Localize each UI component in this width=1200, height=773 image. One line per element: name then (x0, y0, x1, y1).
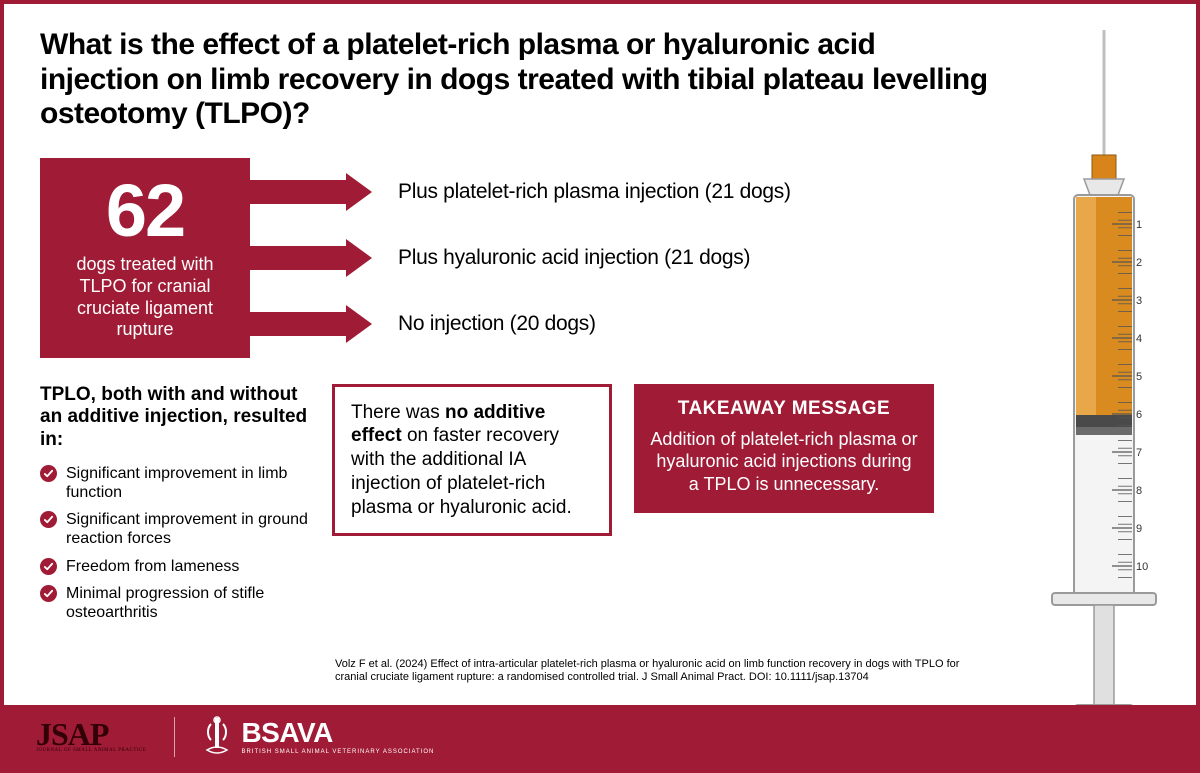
finding-box: There was no additive effect on faster r… (332, 384, 612, 537)
results-list: Significant improvement in limb function… (40, 464, 310, 622)
svg-text:4: 4 (1136, 333, 1142, 345)
bsava-text: BSAVA (241, 719, 434, 747)
results-column: TPLO, both with and without an additive … (40, 384, 310, 631)
study-design-row: 62 dogs treated with TLPO for cranial cr… (40, 158, 1000, 358)
lower-row: TPLO, both with and without an additive … (40, 384, 1000, 631)
content-area: What is the effect of a platelet-rich pl… (40, 28, 1000, 630)
list-item: Significant improvement in ground reacti… (40, 510, 310, 548)
svg-text:10: 10 (1136, 561, 1148, 573)
arm-row: Plus hyaluronic acid injection (21 dogs) (250, 230, 791, 286)
svg-text:1: 1 (1136, 219, 1142, 231)
takeaway-box: TAKEAWAY MESSAGE Addition of platelet-ri… (634, 384, 934, 514)
study-arms: Plus platelet-rich plasma injection (21 … (250, 158, 791, 358)
svg-text:6: 6 (1136, 409, 1142, 421)
list-item-text: Freedom from lameness (66, 558, 239, 575)
check-icon (40, 511, 57, 528)
svg-text:3: 3 (1136, 295, 1142, 307)
list-item-text: Minimal progression of stifle osteoarthr… (66, 585, 264, 621)
list-item-text: Significant improvement in limb function (66, 465, 287, 501)
arm-row: No injection (20 dogs) (250, 296, 791, 352)
arrow-icon (250, 239, 380, 277)
jsap-subtitle: JOURNAL OF SMALL ANIMAL PRACTICE (36, 749, 146, 754)
syringe-icon: 1 2 3 4 5 6 7 8 9 10 (1034, 30, 1174, 730)
svg-text:5: 5 (1136, 371, 1142, 383)
arm-row: Plus platelet-rich plasma injection (21 … (250, 164, 791, 220)
arm-label: Plus hyaluronic acid injection (21 dogs) (398, 246, 750, 270)
arm-label: No injection (20 dogs) (398, 312, 596, 336)
results-heading: TPLO, both with and without an additive … (40, 384, 310, 452)
arrow-icon (250, 305, 380, 343)
sample-size-box: 62 dogs treated with TLPO for cranial cr… (40, 158, 250, 358)
sample-caption: dogs treated with TLPO for cranial cruci… (56, 254, 234, 340)
citation: Volz F et al. (2024) Effect of intra-art… (335, 658, 975, 686)
footer-bar: JSAP JOURNAL OF SMALL ANIMAL PRACTICE BS… (4, 705, 1196, 769)
bsava-subtitle: BRITISH SMALL ANIMAL VETERINARY ASSOCIAT… (241, 749, 434, 755)
takeaway-title: TAKEAWAY MESSAGE (650, 398, 918, 420)
arm-label: Plus platelet-rich plasma injection (21 … (398, 180, 791, 204)
divider (174, 717, 175, 757)
check-icon (40, 465, 57, 482)
list-item: Freedom from lameness (40, 557, 310, 576)
list-item-text: Significant improvement in ground reacti… (66, 511, 308, 547)
bsava-logo: BSAVA BRITISH SMALL ANIMAL VETERINARY AS… (203, 714, 434, 761)
svg-text:2: 2 (1136, 257, 1142, 269)
svg-text:8: 8 (1136, 485, 1142, 497)
list-item: Significant improvement in limb function (40, 464, 310, 502)
check-icon (40, 585, 57, 602)
jsap-text: JSAP (36, 720, 146, 749)
check-icon (40, 558, 57, 575)
svg-text:7: 7 (1136, 447, 1142, 459)
sample-n: 62 (56, 174, 234, 248)
list-item: Minimal progression of stifle osteoarthr… (40, 584, 310, 622)
takeaway-body: Addition of platelet-rich plasma or hyal… (650, 428, 918, 496)
jsap-logo: JSAP JOURNAL OF SMALL ANIMAL PRACTICE (36, 720, 146, 753)
headline: What is the effect of a platelet-rich pl… (40, 28, 1000, 132)
bsava-emblem-icon (203, 714, 231, 761)
finding-pre: There was (351, 402, 445, 423)
arrow-icon (250, 173, 380, 211)
svg-text:9: 9 (1136, 523, 1142, 535)
